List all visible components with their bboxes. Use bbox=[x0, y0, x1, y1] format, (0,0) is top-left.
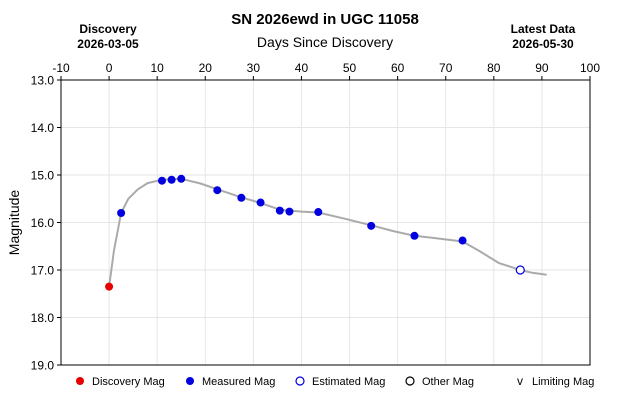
x-tick-label: 60 bbox=[391, 61, 405, 75]
x-tick-label: 100 bbox=[580, 61, 600, 75]
y-axis-title: Magnitude bbox=[6, 190, 22, 256]
x-tick-label: 70 bbox=[439, 61, 453, 75]
y-tick-label: 16.0 bbox=[31, 216, 55, 230]
y-tick-label: 15.0 bbox=[31, 169, 55, 183]
measured-mag-point bbox=[213, 186, 222, 195]
measured-mag-point bbox=[314, 208, 323, 217]
discovery-label: Discovery bbox=[79, 22, 137, 36]
legend-symbol-other-mag bbox=[405, 376, 415, 386]
measured-mag-point bbox=[117, 209, 126, 217]
legend-label-discovery-mag: Discovery Mag bbox=[92, 376, 165, 388]
latest-data-label: Latest Data bbox=[510, 22, 576, 36]
y-tick-label: 18.0 bbox=[31, 311, 55, 325]
latest-data-header: Latest Data 2026-05-30 bbox=[498, 22, 588, 52]
legend-symbol-estimated-mag bbox=[295, 376, 305, 386]
x-tick-label: 50 bbox=[343, 61, 357, 75]
measured-mag-point bbox=[157, 176, 166, 185]
x-tick-label: 90 bbox=[535, 61, 549, 75]
x-tick-label: 40 bbox=[295, 61, 309, 75]
y-tick-label: 17.0 bbox=[31, 264, 55, 278]
measured-mag-point bbox=[256, 198, 265, 207]
x-tick-label: 20 bbox=[199, 61, 213, 75]
x-tick-label: 0 bbox=[106, 61, 113, 75]
legend-symbol-limiting-mag: v bbox=[517, 374, 523, 388]
x-tick-label: 80 bbox=[487, 61, 501, 75]
measured-mag-point bbox=[285, 207, 294, 216]
legend-label-limiting-mag: Limiting Mag bbox=[532, 376, 594, 388]
x-axis-title: Days Since Discovery bbox=[256, 34, 394, 50]
measured-mag-point bbox=[167, 175, 176, 184]
y-tick-label: 13.0 bbox=[31, 74, 55, 88]
legend-label-measured-mag: Measured Mag bbox=[202, 376, 275, 388]
y-tick-label: 19.0 bbox=[31, 359, 55, 373]
estimated-mag-point bbox=[515, 265, 525, 275]
x-tick-label: 30 bbox=[247, 61, 261, 75]
chart-title: SN 2026ewd in UGC 11058 bbox=[231, 11, 419, 28]
legend-label-other-mag: Other Mag bbox=[422, 376, 474, 388]
measured-mag-point bbox=[237, 193, 246, 202]
measured-mag-point bbox=[275, 206, 284, 215]
measured-mag-point bbox=[367, 221, 376, 230]
measured-mag-point bbox=[177, 174, 186, 183]
discovery-mag-point bbox=[105, 282, 114, 291]
legend-symbol-discovery-mag bbox=[76, 377, 84, 385]
legend-symbol-measured-mag bbox=[186, 377, 194, 385]
legend-label-estimated-mag: Estimated Mag bbox=[312, 376, 385, 388]
measured-mag-point bbox=[410, 231, 419, 240]
discovery-header: Discovery 2026-03-05 bbox=[68, 22, 148, 52]
x-tick-label: 10 bbox=[151, 61, 165, 75]
latest-data-date: 2026-05-30 bbox=[512, 37, 574, 51]
discovery-date: 2026-03-05 bbox=[77, 37, 139, 51]
y-tick-label: 14.0 bbox=[31, 121, 55, 135]
x-tick-label: -10 bbox=[52, 61, 70, 75]
measured-mag-point bbox=[458, 236, 467, 245]
